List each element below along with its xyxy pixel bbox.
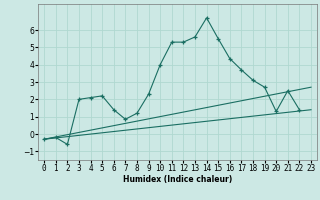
Text: 7: 7 — [13, 0, 18, 1]
X-axis label: Humidex (Indice chaleur): Humidex (Indice chaleur) — [123, 175, 232, 184]
